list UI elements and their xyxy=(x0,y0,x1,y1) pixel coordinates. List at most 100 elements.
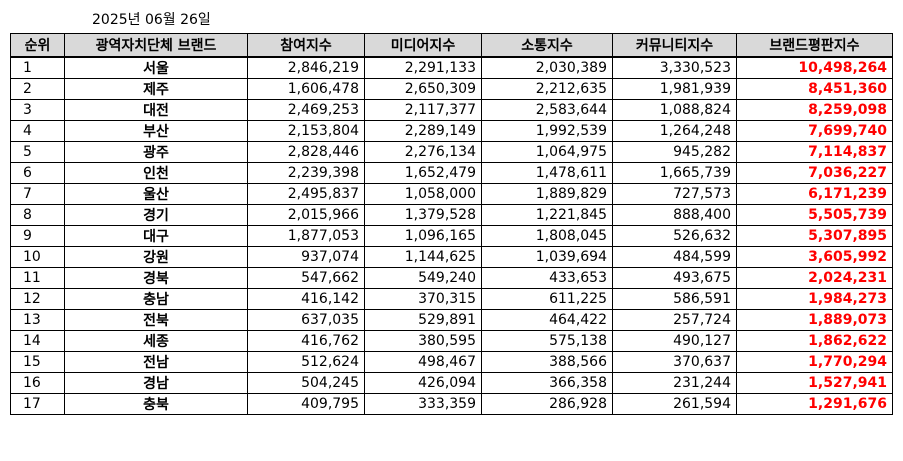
cell-community: 888,400 xyxy=(612,203,737,226)
cell-brand-reputation: 1,889,073 xyxy=(736,308,893,331)
cell-media: 2,289,149 xyxy=(364,119,482,142)
cell-media: 1,058,000 xyxy=(364,182,482,205)
table-row: 8 경기 2,015,966 1,379,528 1,221,845 888,400 5,5… xyxy=(10,203,893,226)
cell-brand-reputation: 6,171,239 xyxy=(736,182,893,205)
cell-rank: 6 xyxy=(10,161,65,184)
cell-media: 1,096,165 xyxy=(364,224,482,247)
table-row: 4 부산 2,153,804 2,289,149 1,992,539 1,264,248 7… xyxy=(10,119,893,142)
cell-participation: 2,469,253 xyxy=(247,98,365,121)
cell-region: 전남 xyxy=(64,350,248,373)
cell-rank: 9 xyxy=(10,224,65,247)
cell-communication: 611,225 xyxy=(481,287,613,310)
cell-communication: 1,808,045 xyxy=(481,224,613,247)
cell-community: 1,981,939 xyxy=(612,77,737,100)
cell-brand-reputation: 5,505,739 xyxy=(736,203,893,226)
cell-communication: 464,422 xyxy=(481,308,613,331)
cell-communication: 1,889,829 xyxy=(481,182,613,205)
cell-region: 서울 xyxy=(64,56,248,79)
cell-region: 충북 xyxy=(64,392,248,415)
cell-brand-reputation: 8,451,360 xyxy=(736,77,893,100)
cell-community: 257,724 xyxy=(612,308,737,331)
cell-rank: 15 xyxy=(10,350,65,373)
header-communication: 소통지수 xyxy=(481,33,613,58)
cell-communication: 1,064,975 xyxy=(481,140,613,163)
cell-media: 1,379,528 xyxy=(364,203,482,226)
header-community: 커뮤니티지수 xyxy=(612,33,737,58)
cell-participation: 416,762 xyxy=(247,329,365,352)
cell-participation: 2,828,446 xyxy=(247,140,365,163)
cell-participation: 637,035 xyxy=(247,308,365,331)
cell-media: 2,117,377 xyxy=(364,98,482,121)
cell-media: 549,240 xyxy=(364,266,482,289)
date-label: 2025년 06월 26일 xyxy=(92,12,211,28)
cell-community: 484,599 xyxy=(612,245,737,268)
cell-rank: 17 xyxy=(10,392,65,415)
cell-region: 인천 xyxy=(64,161,248,184)
table-row: 17 충북 409,795 333,359 286,928 261,594 1,291,67… xyxy=(10,392,893,415)
cell-brand-reputation: 8,259,098 xyxy=(736,98,893,121)
cell-brand-reputation: 5,307,895 xyxy=(736,224,893,247)
cell-community: 493,675 xyxy=(612,266,737,289)
cell-participation: 416,142 xyxy=(247,287,365,310)
cell-communication: 388,566 xyxy=(481,350,613,373)
cell-media: 1,652,479 xyxy=(364,161,482,184)
cell-region: 대전 xyxy=(64,98,248,121)
cell-community: 526,632 xyxy=(612,224,737,247)
cell-rank: 14 xyxy=(10,329,65,352)
table-row: 6 인천 2,239,398 1,652,479 1,478,611 1,665,739 7… xyxy=(10,161,893,184)
cell-region: 세종 xyxy=(64,329,248,352)
table-row: 9 대구 1,877,053 1,096,165 1,808,045 526,632 5,3… xyxy=(10,224,893,247)
table-row: 15 전남 512,624 498,467 388,566 370,637 1,770,29… xyxy=(10,350,893,373)
cell-participation: 2,239,398 xyxy=(247,161,365,184)
table-row: 12 충남 416,142 370,315 611,225 586,591 1,984,27… xyxy=(10,287,893,310)
cell-participation: 504,245 xyxy=(247,371,365,394)
cell-media: 333,359 xyxy=(364,392,482,415)
cell-brand-reputation: 7,699,740 xyxy=(736,119,893,142)
cell-participation: 2,495,837 xyxy=(247,182,365,205)
cell-communication: 1,039,694 xyxy=(481,245,613,268)
cell-community: 261,594 xyxy=(612,392,737,415)
cell-communication: 1,478,611 xyxy=(481,161,613,184)
cell-participation: 1,606,478 xyxy=(247,77,365,100)
cell-media: 498,467 xyxy=(364,350,482,373)
cell-brand-reputation: 2,024,231 xyxy=(736,266,893,289)
cell-rank: 8 xyxy=(10,203,65,226)
cell-media: 380,595 xyxy=(364,329,482,352)
cell-region: 경기 xyxy=(64,203,248,226)
cell-participation: 409,795 xyxy=(247,392,365,415)
cell-communication: 2,212,635 xyxy=(481,77,613,100)
brand-reputation-table: 순위 광역자치단체 브랜드 참여지수 미디어지수 소통지수 커뮤니티지수 브랜드… xyxy=(10,33,893,415)
cell-community: 727,573 xyxy=(612,182,737,205)
cell-region: 경남 xyxy=(64,371,248,394)
table-body: 1 서울 2,846,219 2,291,133 2,030,389 3,330,523 1… xyxy=(10,56,893,415)
cell-media: 2,276,134 xyxy=(364,140,482,163)
table-row: 16 경남 504,245 426,094 366,358 231,244 1,527,94… xyxy=(10,371,893,394)
cell-community: 490,127 xyxy=(612,329,737,352)
cell-communication: 2,030,389 xyxy=(481,56,613,79)
cell-brand-reputation: 3,605,992 xyxy=(736,245,893,268)
cell-brand-reputation: 1,527,941 xyxy=(736,371,893,394)
cell-community: 231,244 xyxy=(612,371,737,394)
cell-region: 제주 xyxy=(64,77,248,100)
table-row: 11 경북 547,662 549,240 433,653 493,675 2,024,23… xyxy=(10,266,893,289)
cell-participation: 2,846,219 xyxy=(247,56,365,79)
table-row: 3 대전 2,469,253 2,117,377 2,583,644 1,088,824 8… xyxy=(10,98,893,121)
table-row: 10 강원 937,074 1,144,625 1,039,694 484,599 3,60… xyxy=(10,245,893,268)
cell-participation: 2,015,966 xyxy=(247,203,365,226)
cell-communication: 575,138 xyxy=(481,329,613,352)
header-participation: 참여지수 xyxy=(247,33,365,58)
cell-rank: 16 xyxy=(10,371,65,394)
header-row: 순위 광역자치단체 브랜드 참여지수 미디어지수 소통지수 커뮤니티지수 브랜드… xyxy=(10,33,893,58)
cell-communication: 286,928 xyxy=(481,392,613,415)
table-row: 2 제주 1,606,478 2,650,309 2,212,635 1,981,939 8… xyxy=(10,77,893,100)
cell-rank: 2 xyxy=(10,77,65,100)
cell-region: 경북 xyxy=(64,266,248,289)
cell-brand-reputation: 1,984,273 xyxy=(736,287,893,310)
cell-rank: 3 xyxy=(10,98,65,121)
cell-rank: 11 xyxy=(10,266,65,289)
table-row: 14 세종 416,762 380,595 575,138 490,127 1,862,62… xyxy=(10,329,893,352)
cell-community: 1,665,739 xyxy=(612,161,737,184)
cell-region: 대구 xyxy=(64,224,248,247)
cell-rank: 13 xyxy=(10,308,65,331)
cell-rank: 10 xyxy=(10,245,65,268)
